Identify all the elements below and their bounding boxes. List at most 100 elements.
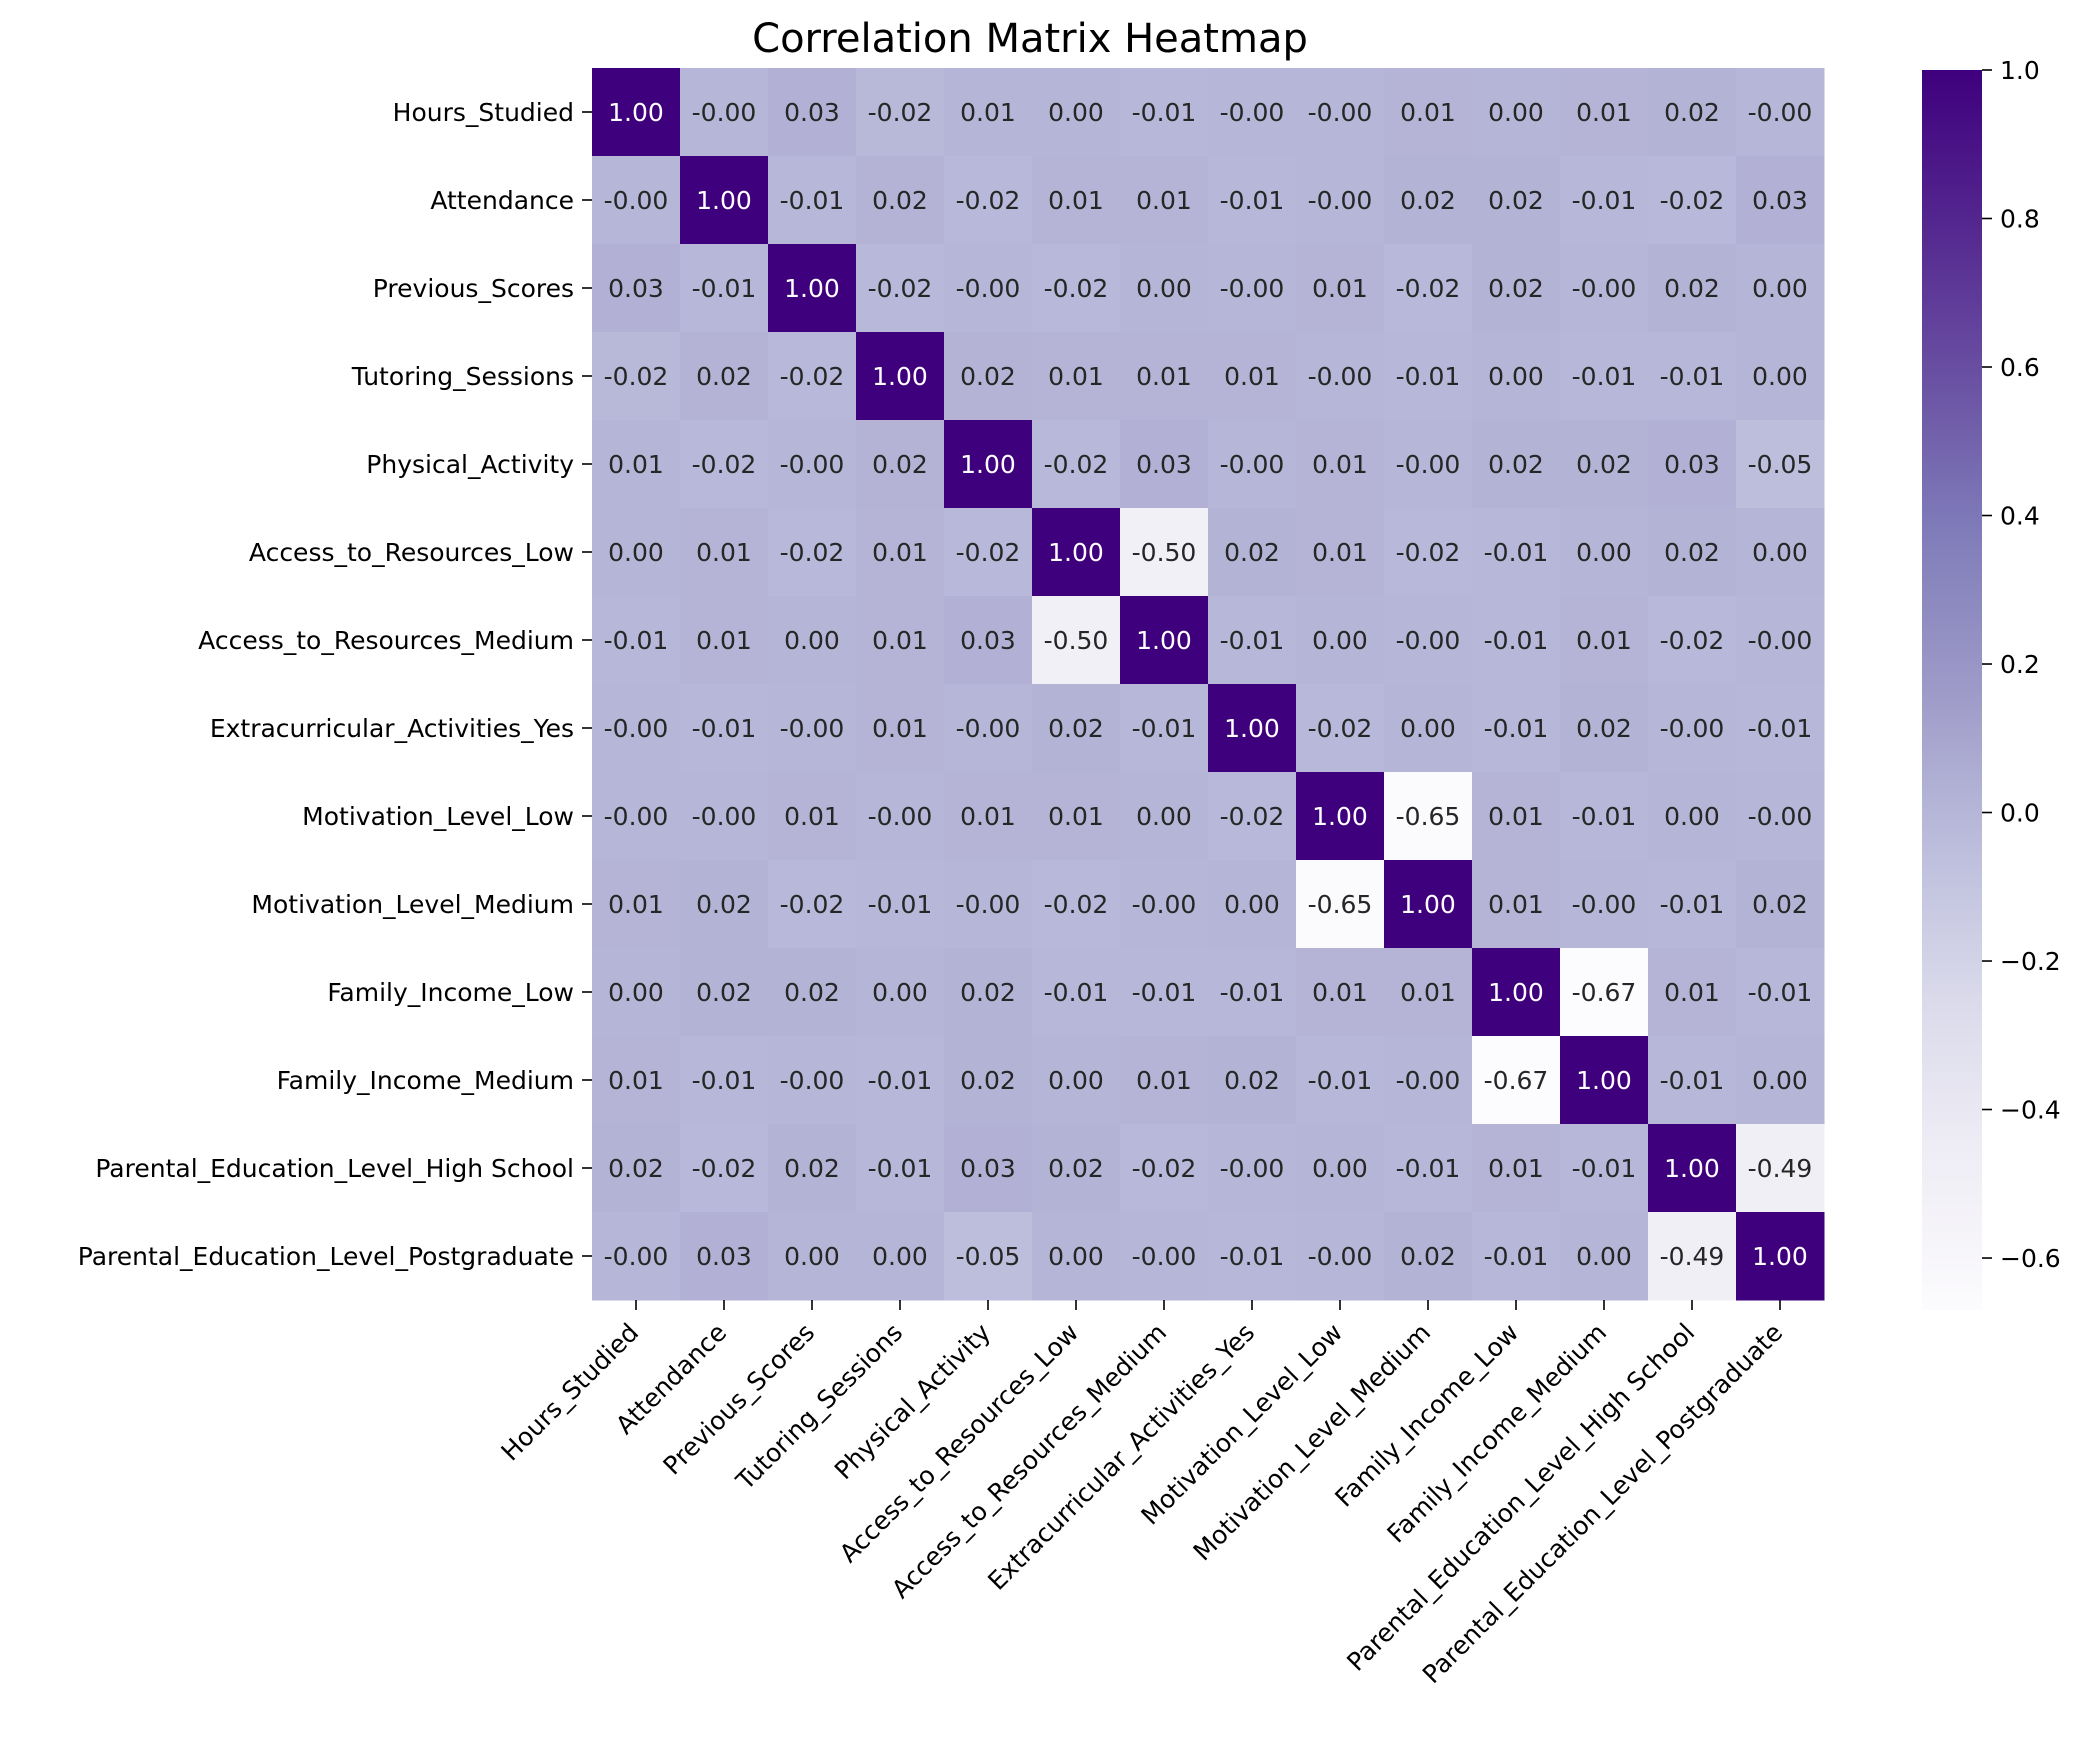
cell-value-label: -0.01 [1308,1066,1373,1095]
cell-value-label: 1.00 [1752,1242,1808,1271]
cell-value-label: -0.49 [1748,1154,1813,1183]
colorbar-tick-label: 0.4 [2000,502,2040,531]
cell-value-label: -0.00 [692,98,757,127]
heatmap-cell [1032,596,1121,685]
cell-value-label: 0.00 [1576,1242,1632,1271]
heatmap-cell [1472,1124,1561,1213]
cell-value-label: -0.00 [1308,186,1373,215]
cell-value-label: -0.00 [1748,98,1813,127]
colorbar-tick-label: 0.8 [2000,205,2040,234]
cell-value-label: -0.02 [692,450,757,479]
cell-value-label: 0.01 [608,1066,664,1095]
cell-value-label: 1.00 [872,362,928,391]
cell-value-label: -0.02 [1660,186,1725,215]
heatmap-cell [1208,684,1297,773]
cell-value-label: 0.03 [1752,186,1808,215]
heatmap-cell [1472,420,1561,509]
heatmap-cell [592,1036,681,1125]
cell-value-label: -0.67 [1572,978,1637,1007]
cell-value-label: -0.00 [956,890,1021,919]
heatmap-cell [1472,1212,1561,1301]
cell-value-label: 0.01 [1136,186,1192,215]
heatmap-cell [1736,596,1825,685]
heatmap-cell [1472,596,1561,685]
cell-value-label: 0.00 [1664,802,1720,831]
heatmap-cell [1296,1212,1385,1301]
cell-value-label: -0.02 [1396,274,1461,303]
cell-value-label: 1.00 [1048,538,1104,567]
cell-value-label: -0.00 [1132,890,1197,919]
cell-value-label: -0.01 [1396,1154,1461,1183]
heatmap-cell [856,772,945,861]
chart-title: Correlation Matrix Heatmap [752,16,1308,62]
cell-value-label: -0.02 [1396,538,1461,567]
cell-value-label: -0.00 [604,1242,669,1271]
cell-value-label: -0.65 [1308,890,1373,919]
heatmap-cell [1560,420,1649,509]
cell-value-label: 0.02 [1400,186,1456,215]
heatmap-cell [1648,156,1737,245]
cell-value-label: 0.02 [872,450,928,479]
cell-value-label: 1.00 [960,450,1016,479]
cell-value-label: -0.02 [868,98,933,127]
x-tick-label: Previous_Scores [657,1318,820,1481]
heatmap-cell [1384,1212,1473,1301]
cell-value-label: 0.01 [1224,362,1280,391]
heatmap-cell [680,948,769,1037]
cell-value-label: -0.49 [1660,1242,1725,1271]
cell-value-label: 0.00 [1048,1242,1104,1271]
cell-value-label: 0.00 [608,538,664,567]
cell-value-label: 0.01 [608,890,664,919]
heatmap-cell [1032,860,1121,949]
x-tick-label: Physical_Activity [829,1318,997,1486]
cell-value-label: 0.00 [872,1242,928,1271]
heatmap-cell [1120,1036,1209,1125]
heatmap-cell [1472,860,1561,949]
heatmap-cell [1736,68,1825,157]
cell-value-label: 0.01 [1576,626,1632,655]
cell-value-label: 0.01 [1136,1066,1192,1095]
heatmap-cell [680,1036,769,1125]
cell-value-label: 1.00 [1576,1066,1632,1095]
cell-value-label: -0.01 [1220,186,1285,215]
heatmap-cell [1736,244,1825,333]
heatmap-cell [856,68,945,157]
colorbar-tick-label: −0.6 [2000,1244,2061,1273]
cell-value-label: 0.01 [1400,978,1456,1007]
cell-value-label: 0.00 [608,978,664,1007]
heatmap-cell [1120,1212,1209,1301]
heatmap-cell [1208,948,1297,1037]
heatmap-cell [944,772,1033,861]
colorbar-tick-label: 0.0 [2000,799,2040,828]
cell-value-label: 0.00 [1488,98,1544,127]
cell-value-label: 0.00 [1488,362,1544,391]
heatmap-cell [592,684,681,773]
y-tick-label: Access_to_Resources_Low [249,538,574,567]
cell-value-label: -0.05 [1748,450,1813,479]
cell-value-label: -0.02 [956,186,1021,215]
heatmap-cell [856,244,945,333]
heatmap-cell [768,244,857,333]
cell-value-label: -0.00 [604,714,669,743]
heatmap-cell [1032,156,1121,245]
cell-value-label: 0.02 [1488,274,1544,303]
heatmap-cell [768,156,857,245]
heatmap-cell [680,684,769,773]
cell-value-label: 0.01 [696,626,752,655]
cell-value-label: 0.02 [696,362,752,391]
y-tick-label: Family_Income_Medium [277,1066,574,1095]
cell-value-label: 0.02 [960,362,1016,391]
heatmap-cell [1120,508,1209,597]
cell-value-label: -0.02 [1044,890,1109,919]
heatmap-cell [1120,860,1209,949]
heatmap-cell [680,508,769,597]
cell-value-label: -0.01 [1484,538,1549,567]
heatmap-cell [1736,684,1825,773]
heatmap-cell [1296,244,1385,333]
heatmap-cell [944,1212,1033,1301]
heatmap-cell [1120,684,1209,773]
heatmap-cell [592,420,681,509]
cell-value-label: -0.02 [780,890,845,919]
heatmap-cell [1208,860,1297,949]
heatmap-cell [1648,332,1737,421]
